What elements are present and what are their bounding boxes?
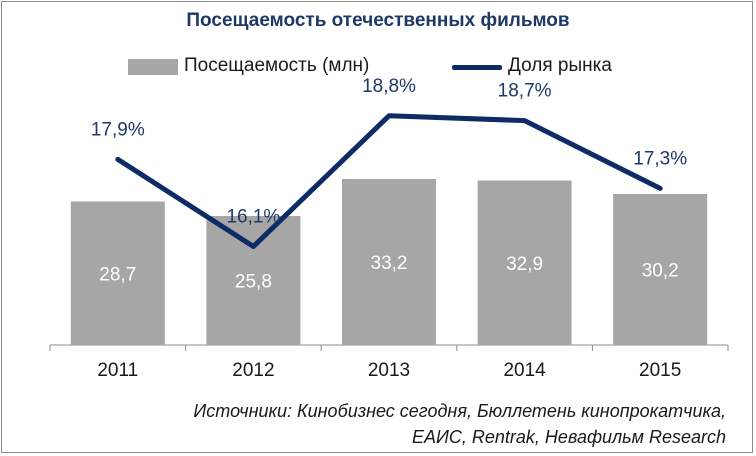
x-tick-label-2011: 2011 xyxy=(97,360,138,381)
chart-plot: 28,7 2011 25,8 2012 33,2 2013 32,9 2014 30,2 2015… xyxy=(49,76,729,381)
bar-label-2015: 30,2 xyxy=(642,261,679,282)
source-line-2: ЕАИС, Rentrak, Невафильм Research xyxy=(412,427,726,447)
bar-label-2012: 25,8 xyxy=(235,272,272,293)
x-tick-label-2014: 2014 xyxy=(503,360,546,381)
share-line xyxy=(115,113,663,249)
line-label-2013: 18,8% xyxy=(362,76,416,97)
bar-2011 xyxy=(70,201,165,345)
x-tick-label-2012: 2012 xyxy=(232,360,274,381)
bar-label-2014: 32,9 xyxy=(506,254,543,275)
legend-swatch-line xyxy=(452,65,502,70)
line-label-2014: 18,7% xyxy=(498,81,552,102)
x-tick-label-2013: 2013 xyxy=(368,360,410,381)
legend-label-share: Доля рынка xyxy=(508,55,612,76)
x-tick-label-2015: 2015 xyxy=(639,360,681,381)
line-label-2012: 16,1% xyxy=(226,206,280,227)
source-note: Источники: Кинобизнес сегодня, Бюллетень… xyxy=(26,398,726,450)
legend-label-attendance: Посещаемость (млн) xyxy=(184,55,370,76)
bar-2013 xyxy=(342,179,436,345)
bar-2014 xyxy=(477,180,572,345)
line-label-2011: 17,9% xyxy=(91,119,145,140)
line-label-2015: 17,3% xyxy=(633,148,687,169)
chart-title: Посещаемость отечественных фильмов xyxy=(186,10,570,31)
source-line-1: Источники: Кинобизнес сегодня, Бюллетень… xyxy=(193,401,726,421)
legend: Посещаемость (млн) Доля рынка xyxy=(0,55,756,81)
bar-label-2013: 33,2 xyxy=(371,253,408,274)
legend-swatch-bar xyxy=(128,59,178,75)
bar-2012 xyxy=(206,216,301,345)
bar-2015 xyxy=(613,194,708,345)
bar-label-2011: 28,7 xyxy=(99,264,136,285)
